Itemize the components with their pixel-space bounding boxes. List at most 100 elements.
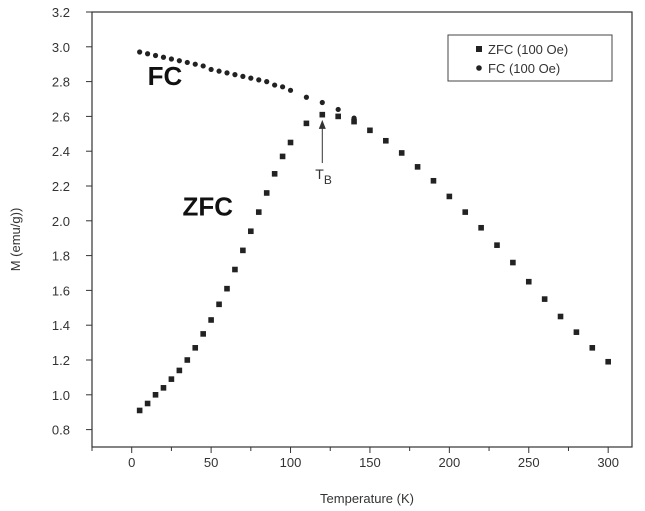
fc-point <box>184 59 190 66</box>
y-tick-label: 0.8 <box>52 423 70 438</box>
x-tick-label: 250 <box>518 455 540 470</box>
fc-point <box>216 68 222 74</box>
zfc-point <box>414 164 421 170</box>
y-axis-label: M (emu/g)) <box>8 208 23 272</box>
fc-point <box>287 87 294 93</box>
fc-point <box>272 82 278 88</box>
zfc-point <box>351 118 357 125</box>
zfc-point <box>263 190 270 196</box>
y-tick-label: 2.8 <box>52 75 70 90</box>
fc-point <box>168 56 175 62</box>
fc-point <box>208 66 214 73</box>
y-tick-label: 2.4 <box>52 144 70 159</box>
fc-point <box>303 94 310 100</box>
x-tick-label: 100 <box>280 455 302 470</box>
y-tick-label: 2.6 <box>52 109 70 124</box>
fc-point <box>192 61 198 67</box>
zfc-point <box>541 296 548 302</box>
zfc-point <box>216 301 222 308</box>
zfc-point <box>136 407 143 414</box>
y-tick-label: 3.0 <box>52 40 70 55</box>
zfc-curve-label: ZFC <box>183 192 234 222</box>
zfc-point <box>144 400 151 407</box>
x-axis-ticks: 0 50 100 150 200 250 300 <box>91 447 619 470</box>
y-axis-ticks: 0.8 1.0 1.2 1.4 1.6 1.8 2.0 2.2 2.4 2.6 2.8 3.0 3.2 <box>52 5 92 438</box>
zfc-point <box>287 139 294 146</box>
fc-point <box>279 84 286 90</box>
zfc-point <box>478 224 484 231</box>
zfc-point <box>248 228 254 235</box>
blocking-temperature-label: TB <box>315 166 332 187</box>
zfc-point <box>494 242 500 248</box>
x-tick-label: 150 <box>359 455 381 470</box>
zfc-point <box>240 247 246 254</box>
series-points <box>136 49 611 414</box>
y-tick-label: 1.8 <box>52 249 70 264</box>
zfc-point <box>255 209 262 215</box>
zfc-point <box>430 177 437 184</box>
zfc-point <box>208 317 214 323</box>
legend-entry: FC (100 Oe) <box>488 61 560 76</box>
zfc-point <box>589 345 596 351</box>
fc-point <box>319 99 325 106</box>
fc-point <box>176 58 182 64</box>
plot-frame <box>91 11 633 448</box>
x-axis-label: Temperature (K) <box>320 491 414 506</box>
fc-point <box>335 106 341 113</box>
legend-box <box>447 34 613 82</box>
fc-point <box>152 52 159 59</box>
zfc-point <box>160 385 167 391</box>
y-tick-label: 3.2 <box>52 5 70 20</box>
zfc-point <box>168 376 175 382</box>
zfc-point <box>335 113 341 120</box>
zfc-point <box>510 259 516 266</box>
zfc-point <box>176 367 183 374</box>
y-tick-label: 1.6 <box>52 283 70 298</box>
fc-point <box>256 77 262 83</box>
y-tick-label: 1.2 <box>52 353 70 368</box>
zfc-point <box>271 171 278 177</box>
zfc-point <box>319 111 326 118</box>
legend: ZFC (100 Oe) FC (100 Oe) <box>447 34 613 82</box>
zfc-point <box>383 137 389 144</box>
zfc-point <box>303 120 310 127</box>
legend-marker-zfc <box>476 46 482 52</box>
axes <box>91 11 633 448</box>
tb-arrow-head <box>318 119 326 129</box>
y-tick-label: 1.0 <box>52 388 70 403</box>
fc-curve-label: FC <box>148 61 183 91</box>
zfc-point <box>152 392 159 398</box>
fc-point <box>248 75 254 81</box>
fc-point <box>264 79 270 85</box>
zfc-point <box>200 331 206 337</box>
legend-entry: ZFC (100 Oe) <box>488 42 568 57</box>
fc-point <box>351 115 357 121</box>
fc-point <box>137 49 143 55</box>
y-tick-label: 2.2 <box>52 179 70 194</box>
legend-marker-fc <box>476 65 482 71</box>
zfc-point <box>184 357 191 363</box>
fc-point <box>240 73 246 79</box>
x-tick-label: 300 <box>597 455 619 470</box>
fc-point <box>224 70 230 76</box>
zfc-point <box>192 345 199 351</box>
zfc-point <box>398 150 405 156</box>
zfc-point <box>462 209 469 215</box>
annotations: FC ZFC TB <box>148 61 332 222</box>
zfc-point <box>446 193 453 200</box>
zfc-point <box>573 329 580 335</box>
y-tick-label: 1.4 <box>52 318 70 333</box>
zfc-point <box>232 266 238 273</box>
zfc-point <box>224 285 230 292</box>
fc-point <box>200 63 206 69</box>
fc-point <box>160 54 167 60</box>
x-tick-label: 0 <box>128 455 135 470</box>
y-tick-label: 2.0 <box>52 214 70 229</box>
x-tick-label: 200 <box>439 455 461 470</box>
zfc-point <box>557 313 564 320</box>
zfc-point <box>367 127 373 134</box>
zfc-point <box>279 153 286 160</box>
zfc-point <box>605 358 611 365</box>
fc-point <box>232 72 238 78</box>
